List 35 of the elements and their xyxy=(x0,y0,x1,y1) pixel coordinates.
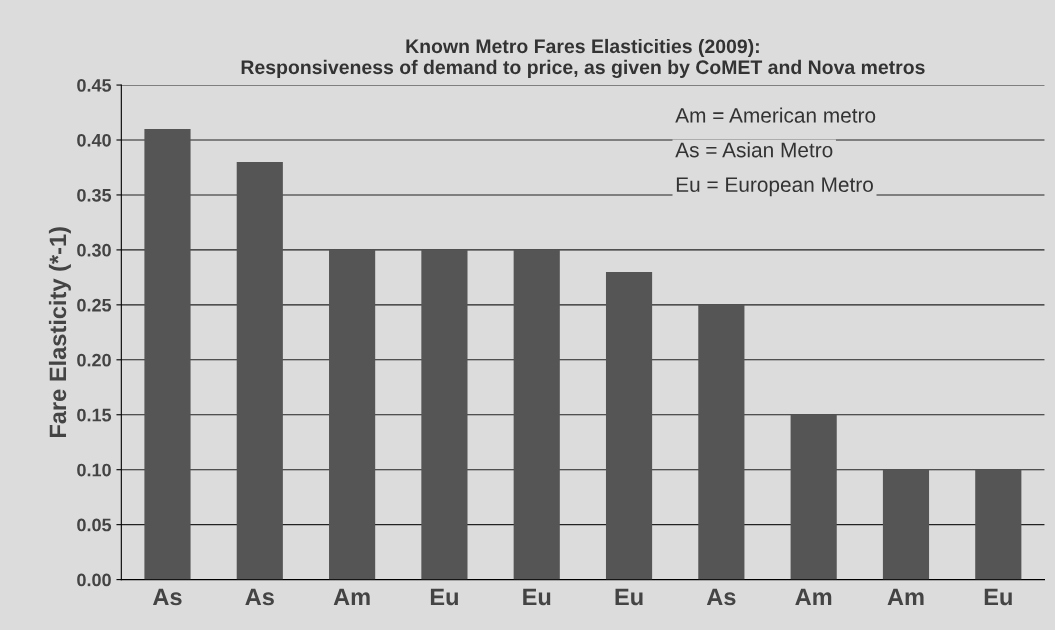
y-tick-label: 0.45 xyxy=(77,78,112,92)
y-tick-label: 0.05 xyxy=(77,518,112,532)
annotation: Eu = European Metro xyxy=(676,177,873,197)
y-tick-label: 0.30 xyxy=(77,243,111,257)
y-axis-title: Fare Elasticity (*-1) xyxy=(48,227,71,438)
x-tick-label: As xyxy=(245,588,274,606)
bar xyxy=(236,161,283,580)
y-tick-label: 0.00 xyxy=(77,573,111,587)
y-tick-label: 0.35 xyxy=(77,188,112,202)
x-tick-label: Am xyxy=(795,588,832,606)
bar xyxy=(329,249,376,580)
y-tick-label: 0.20 xyxy=(77,353,111,367)
bar xyxy=(605,271,653,580)
y-tick-label: 0.15 xyxy=(77,408,112,422)
chart-title: Known Metro Fares Elasticities (2009): Responsiveness of demand to price, as given by CoMET and Nova metros xyxy=(241,38,925,79)
bar xyxy=(790,414,837,580)
x-tick-label: Eu xyxy=(523,588,551,606)
y-tick-label: 0.25 xyxy=(77,298,112,312)
bar xyxy=(975,469,1022,580)
annotation: Am = American metro xyxy=(675,107,876,123)
bar xyxy=(698,304,745,580)
x-tick-label: Am xyxy=(887,588,924,606)
x-tick-label: As xyxy=(152,588,182,606)
x-tick-label: Eu xyxy=(615,588,643,606)
x-tick-label: Eu xyxy=(984,588,1012,606)
y-tick-label: 0.40 xyxy=(77,133,111,147)
bar xyxy=(513,249,560,580)
bar xyxy=(882,469,930,580)
x-tick-label: Eu xyxy=(430,588,458,606)
bar xyxy=(421,249,468,580)
bar xyxy=(144,129,191,580)
y-tick-label: 0.10 xyxy=(77,463,111,477)
annotation: As = Asian Metro xyxy=(675,142,833,158)
x-tick-label: Am xyxy=(333,588,370,606)
x-tick-label: As xyxy=(706,588,736,606)
